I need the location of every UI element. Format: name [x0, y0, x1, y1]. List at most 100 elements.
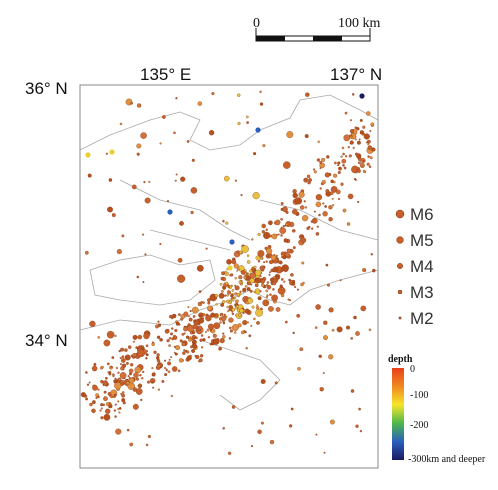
quake-dot: [347, 193, 354, 200]
quake-dot: [367, 139, 371, 144]
quake-dot: [259, 102, 264, 106]
quake-dot: [207, 336, 210, 339]
quake-dot: [245, 115, 249, 119]
quake-dot: [109, 149, 115, 155]
quake-dot: [328, 217, 333, 222]
quake-dot: [167, 328, 170, 332]
quake-dot: [138, 345, 142, 350]
quake-dot: [265, 260, 268, 263]
quake-dot: [88, 381, 91, 384]
quake-dot: [355, 424, 359, 428]
quake-dot: [190, 210, 194, 215]
quake-dot: [245, 320, 248, 324]
quake-dot: [255, 127, 261, 133]
quake-dot: [250, 324, 253, 327]
quake-dot: [357, 161, 361, 165]
quake-dot: [179, 339, 183, 343]
quake-dot: [119, 356, 122, 360]
quake-dot: [132, 403, 139, 410]
quake-dot: [151, 381, 154, 384]
quake-dot: [247, 273, 250, 276]
quake-dot: [359, 130, 365, 135]
quake-dot: [119, 122, 123, 126]
quake-dot: [231, 259, 237, 265]
quake-dot: [198, 290, 202, 293]
quake-dot: [146, 380, 151, 384]
quake-dot: [299, 205, 305, 210]
quake-dot: [341, 146, 345, 150]
quake-dot: [132, 340, 136, 343]
quake-dot: [273, 254, 276, 256]
quake-dot: [318, 354, 322, 358]
quake-dot: [197, 330, 201, 335]
quake-dot: [356, 169, 361, 173]
quake-dot: [259, 265, 265, 271]
quake-dot: [159, 338, 163, 342]
quake-dot: [95, 393, 99, 397]
quake-dot: [148, 180, 151, 183]
quake-dot: [191, 306, 199, 314]
quake-dot: [207, 298, 211, 302]
quake-dot: [168, 344, 171, 347]
quake-dot: [329, 419, 335, 425]
quake-dot: [240, 194, 243, 197]
quake-dot: [165, 368, 168, 371]
quake-dot: [303, 200, 306, 203]
quake-dot: [333, 173, 338, 178]
quake-dot: [108, 178, 113, 182]
quake-dot: [127, 375, 130, 378]
quake-dot: [214, 293, 219, 298]
quake-dot: [263, 235, 267, 238]
quake-dot: [108, 372, 112, 376]
quake-dot: [322, 211, 328, 217]
quake-dot: [277, 260, 282, 264]
quake-dot: [228, 337, 232, 340]
quake-dot: [280, 202, 284, 205]
quake-dot: [269, 277, 275, 283]
quake-dot: [141, 377, 144, 380]
quake-dot: [156, 364, 161, 369]
quake-dot: [331, 197, 334, 200]
quake-dot: [114, 382, 122, 390]
quake-dot: [89, 320, 96, 328]
quake-dot: [125, 361, 129, 365]
quake-dot: [114, 393, 117, 397]
quake-dot: [219, 338, 225, 344]
quake-dot: [85, 397, 88, 401]
quake-dot: [227, 290, 232, 295]
scale-end: 100 km: [338, 16, 381, 31]
quake-dot: [120, 347, 125, 352]
quake-dot: [179, 221, 184, 226]
quake-dot: [235, 299, 239, 304]
quake-dot: [343, 166, 347, 170]
quake-dot: [183, 349, 186, 352]
quake-dot: [194, 354, 197, 358]
quake-dot: [324, 205, 327, 208]
quake-dot: [354, 126, 358, 129]
quake-dot: [250, 444, 254, 448]
quake-dot: [145, 353, 149, 357]
quake-dot: [145, 357, 148, 360]
quake-dot: [181, 332, 185, 336]
quake-dot: [298, 191, 305, 198]
quake-dot: [222, 322, 226, 325]
quake-dot: [349, 135, 353, 139]
quake-dot: [260, 379, 266, 384]
quake-dot: [105, 408, 111, 414]
quake-dot: [230, 273, 234, 277]
quake-dot: [156, 353, 160, 357]
quake-dot: [257, 232, 261, 236]
quake-dot: [115, 366, 118, 370]
quake-dot: [269, 439, 275, 445]
quake-dot: [239, 308, 244, 313]
quake-dot: [263, 261, 266, 264]
legend-symbol: [396, 236, 404, 244]
quake-dot: [354, 138, 357, 141]
quake-dot: [223, 313, 226, 316]
quake-dot: [262, 144, 266, 148]
quake-dot: [80, 392, 86, 398]
quake-dot: [235, 304, 239, 308]
quake-dot: [177, 274, 186, 283]
legend-label: M4: [410, 257, 434, 276]
quake-dot: [227, 285, 231, 289]
